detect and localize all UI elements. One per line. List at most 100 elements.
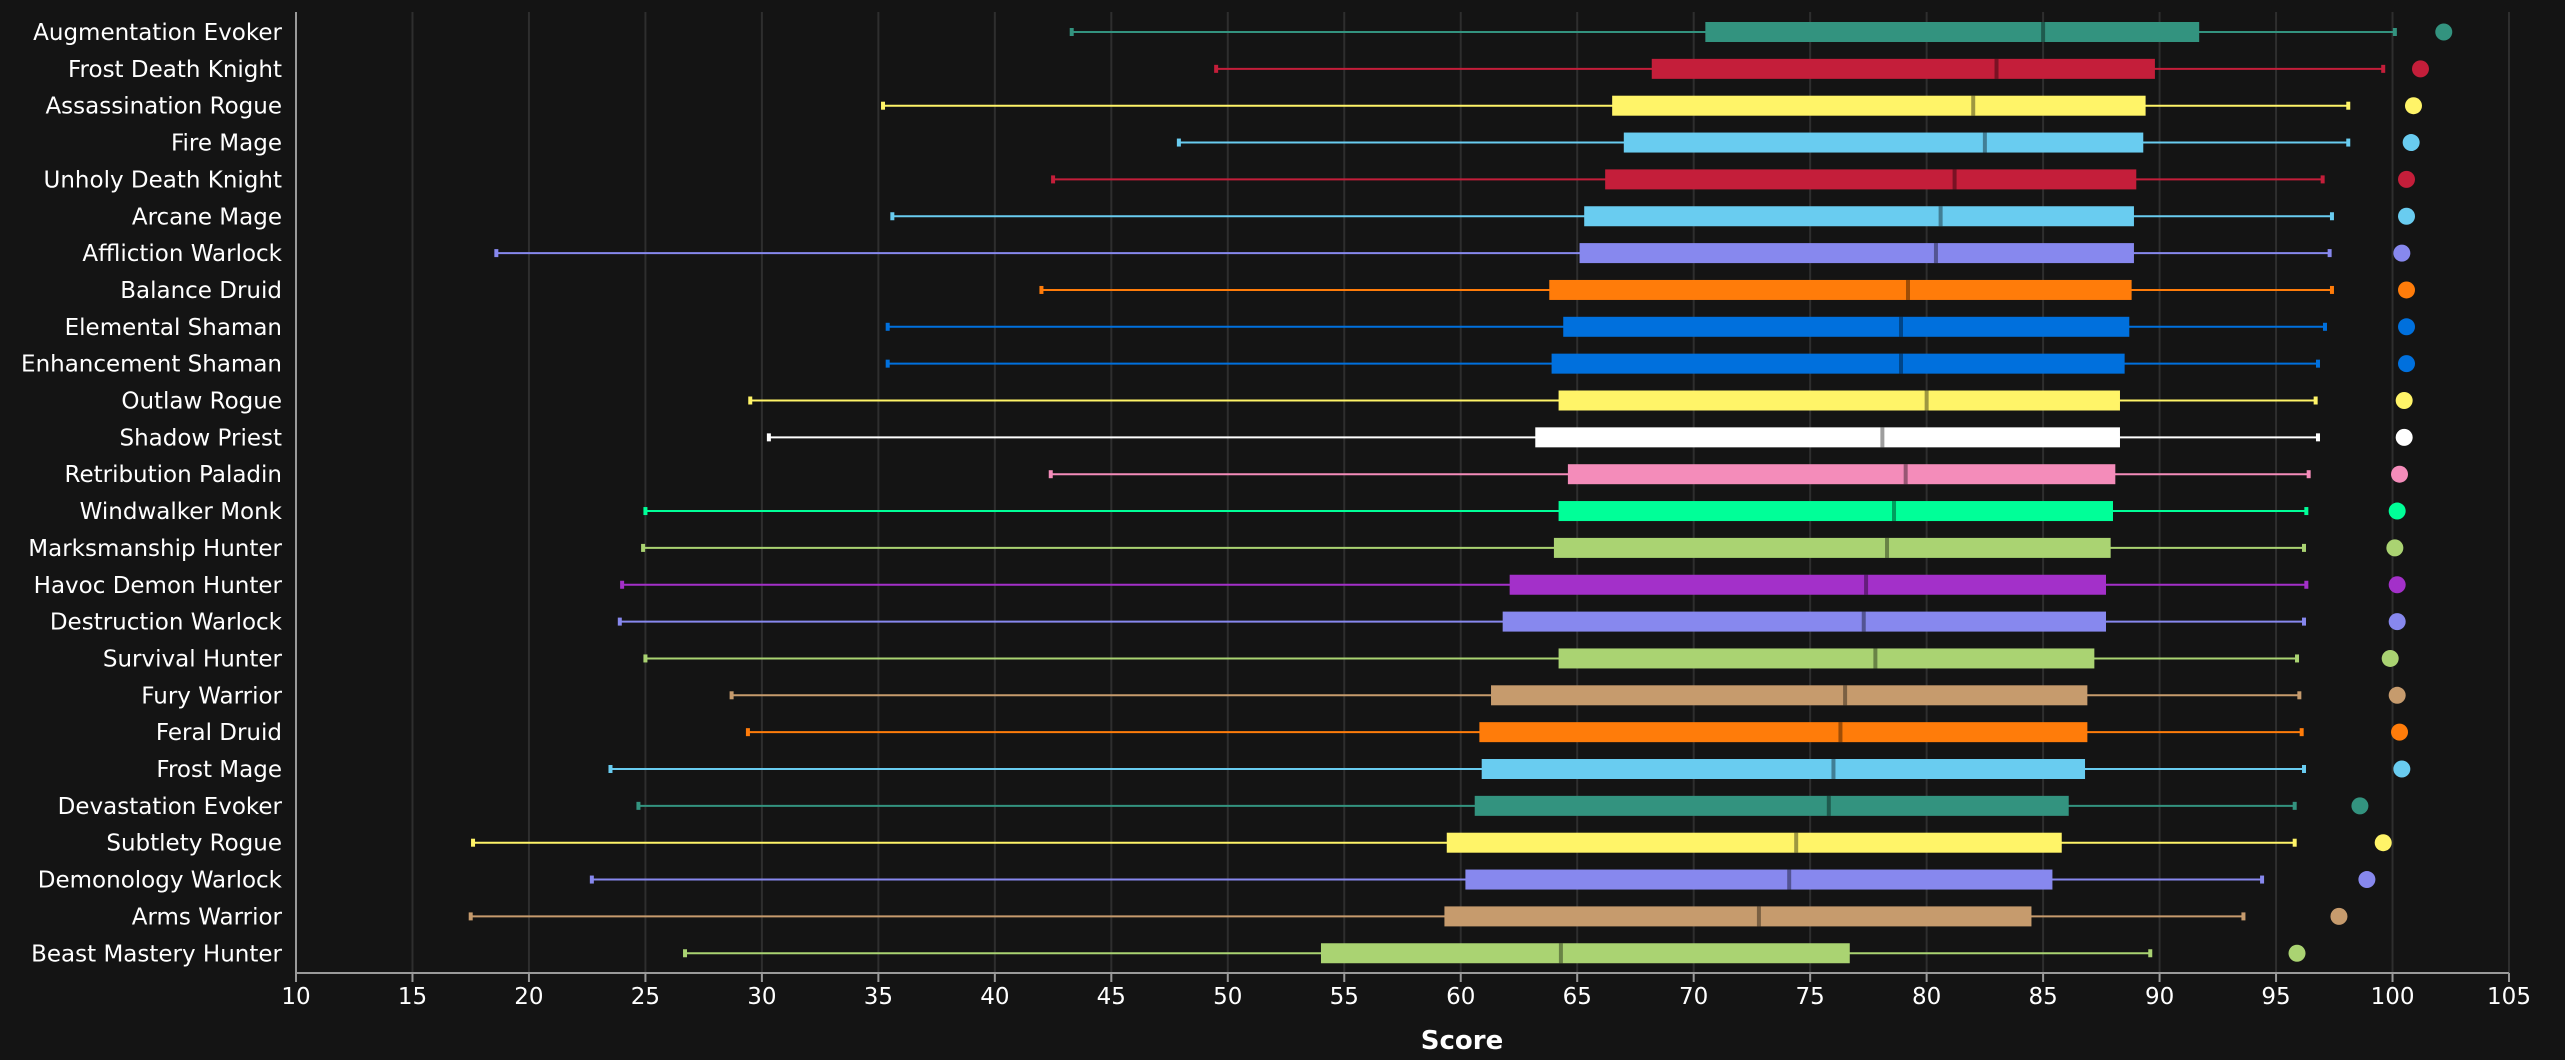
category-label: Beast Mastery Hunter: [31, 941, 282, 967]
box-shadow-priest: [766, 427, 2413, 448]
whisker-max-cap: [2292, 838, 2297, 847]
whisker-max-cap: [2304, 507, 2309, 516]
max-point: [2395, 428, 2413, 446]
whisker-max-cap: [2260, 875, 2265, 884]
max-point: [2388, 613, 2406, 631]
median-marker: [1899, 316, 1904, 337]
iqr-box: [1605, 169, 2137, 190]
whisker-max-cap: [2292, 801, 2297, 810]
max-point: [2388, 576, 2406, 594]
tick-label: 35: [864, 984, 893, 1010]
category-label: Havoc Demon Hunter: [34, 573, 283, 599]
box-outlaw-rogue: [748, 390, 2413, 411]
tick-label: 15: [398, 984, 427, 1010]
tick-label: 10: [281, 984, 310, 1010]
median-marker: [1971, 95, 1976, 116]
category-label: Assassination Rogue: [45, 94, 282, 120]
tick-label: 95: [2261, 984, 2290, 1010]
category-label: Unholy Death Knight: [44, 167, 282, 193]
whisker-min-cap: [683, 949, 688, 958]
iqr-box: [1509, 574, 2107, 595]
whisker-max-cap: [2322, 322, 2327, 331]
median-marker: [1787, 869, 1792, 890]
box-arms-warrior: [468, 906, 2348, 927]
iqr-box: [1535, 427, 2120, 448]
max-point: [2398, 355, 2416, 373]
iqr-box: [1549, 279, 2132, 300]
max-point: [2330, 907, 2348, 925]
box-destruction-warlock: [617, 611, 2406, 632]
box-beast-mastery-hunter: [683, 943, 2306, 964]
iqr-box: [1502, 611, 2107, 632]
whisker-min-cap: [1069, 28, 1074, 36]
max-point: [2398, 281, 2416, 299]
box-devastation-evoker: [636, 795, 2369, 816]
max-point: [2393, 760, 2411, 778]
whisker-min-cap: [589, 875, 594, 884]
whisker-min-cap: [745, 728, 750, 737]
median-marker: [1843, 685, 1848, 706]
whisker-max-cap: [2346, 138, 2351, 147]
median-marker: [1861, 611, 1866, 632]
max-point: [2398, 170, 2416, 188]
whisker-max-cap: [2297, 691, 2302, 700]
category-label: Elemental Shaman: [65, 315, 282, 341]
category-label: Arcane Mage: [132, 204, 282, 230]
max-point: [2388, 502, 2406, 520]
category-label: Retribution Paladin: [65, 462, 283, 488]
median-marker: [1924, 390, 1929, 411]
max-point: [2388, 686, 2406, 704]
box-frost-mage: [608, 759, 2411, 779]
iqr-box: [1491, 685, 2088, 706]
plot-area: [468, 22, 2453, 964]
whisker-min-cap: [766, 433, 771, 442]
median-marker: [1905, 279, 1910, 300]
whisker-min-cap: [748, 396, 753, 405]
tick-label: 20: [514, 984, 543, 1010]
category-label: Subtlety Rogue: [106, 831, 282, 857]
iqr-box: [1479, 722, 2088, 743]
median-marker: [1982, 132, 1987, 153]
box-feral-druid: [745, 722, 2409, 743]
iqr-box: [1551, 353, 2125, 374]
median-marker: [1794, 832, 1799, 853]
tick-label: 25: [631, 984, 660, 1010]
median-marker: [1892, 501, 1897, 522]
max-point: [2381, 649, 2399, 667]
median-marker: [1952, 169, 1957, 190]
median-marker: [1558, 943, 1563, 964]
whisker-max-cap: [2241, 912, 2246, 921]
max-point: [2351, 797, 2369, 815]
max-point: [2393, 244, 2411, 262]
whisker-max-cap: [2320, 175, 2325, 184]
iqr-box: [1481, 759, 2086, 779]
category-label: Affliction Warlock: [82, 241, 282, 267]
max-point: [2358, 871, 2376, 889]
max-point: [2404, 97, 2422, 115]
whisker-min-cap: [608, 765, 613, 773]
iqr-box: [1320, 943, 1850, 964]
whisker-max-cap: [2315, 359, 2320, 368]
x-axis: 10 15 20 25 30 35 40 45 50 55 60 65 70 75 80 85 90 95 100 1…: [281, 12, 2531, 1010]
whisker-max-cap: [2381, 64, 2386, 73]
max-point: [2386, 539, 2404, 557]
box-elemental-shaman: [885, 316, 2416, 337]
category-label: Frost Mage: [156, 757, 282, 783]
box-unholy-death-knight: [1051, 169, 2416, 190]
median-marker: [1826, 795, 1831, 816]
max-point: [2391, 723, 2409, 741]
whisker-min-cap: [620, 580, 625, 589]
whisker-max-cap: [2346, 101, 2351, 110]
median-marker: [1899, 353, 1904, 374]
box-havoc-demon-hunter: [620, 574, 2406, 595]
category-label: Feral Druid: [156, 720, 282, 746]
iqr-box: [1579, 243, 2134, 264]
iqr-box: [1623, 132, 2144, 153]
median-marker: [1880, 427, 1885, 448]
box-demonology-warlock: [589, 869, 2376, 890]
tick-label: 55: [1330, 984, 1359, 1010]
category-labels: Augmentation Evoker Frost Death Knight Ass…: [21, 20, 283, 967]
whisker-min-cap: [468, 912, 473, 921]
grid-lines: [411, 12, 2510, 973]
